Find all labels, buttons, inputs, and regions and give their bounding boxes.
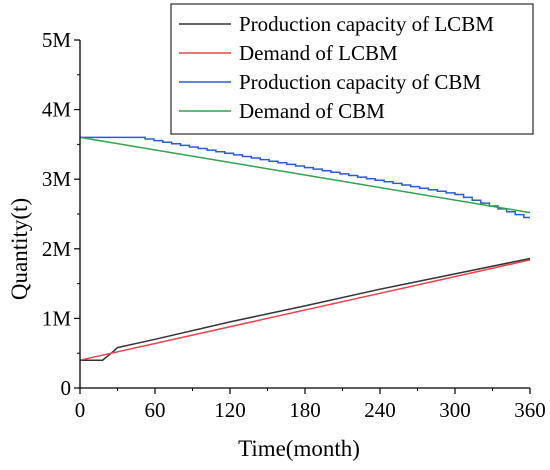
x-tick-label: 240 — [364, 398, 396, 422]
x-tick-label: 0 — [75, 398, 86, 422]
y-tick-label: 3M — [42, 167, 72, 191]
x-tick-label: 60 — [145, 398, 166, 422]
x-tick-label: 180 — [289, 398, 321, 422]
legend-label: Demand of LCBM — [239, 41, 398, 65]
legend-label: Production capacity of CBM — [239, 70, 481, 94]
x-tick-label: 120 — [214, 398, 246, 422]
legend: Production capacity of LCBM Demand of LCB… — [170, 3, 534, 135]
x-tick-label: 360 — [514, 398, 546, 422]
y-tick-label: 0 — [61, 376, 72, 400]
series-line-3 — [80, 136, 530, 219]
y-tick-label: 5M — [42, 28, 72, 52]
y-tick-label: 2M — [42, 237, 72, 261]
series-line-4 — [79, 136, 531, 214]
ticks: 0 60 120 180 240 300 360 0 1M 2M 3M 4M 5M — [42, 28, 546, 422]
y-tick-label: 1M — [42, 306, 72, 330]
y-tick-label: 4M — [42, 98, 72, 122]
x-axis-title: Time(month) — [238, 436, 360, 461]
x-tick-label: 300 — [439, 398, 471, 422]
legend-box — [170, 3, 534, 135]
plot-lines — [79, 136, 531, 361]
series-line-2 — [79, 259, 531, 361]
legend-label: Demand of CBM — [239, 99, 385, 123]
legend-label: Production capacity of LCBM — [239, 12, 494, 36]
series-line-1 — [80, 257, 531, 361]
y-axis-title: Quantity(t) — [7, 198, 32, 300]
